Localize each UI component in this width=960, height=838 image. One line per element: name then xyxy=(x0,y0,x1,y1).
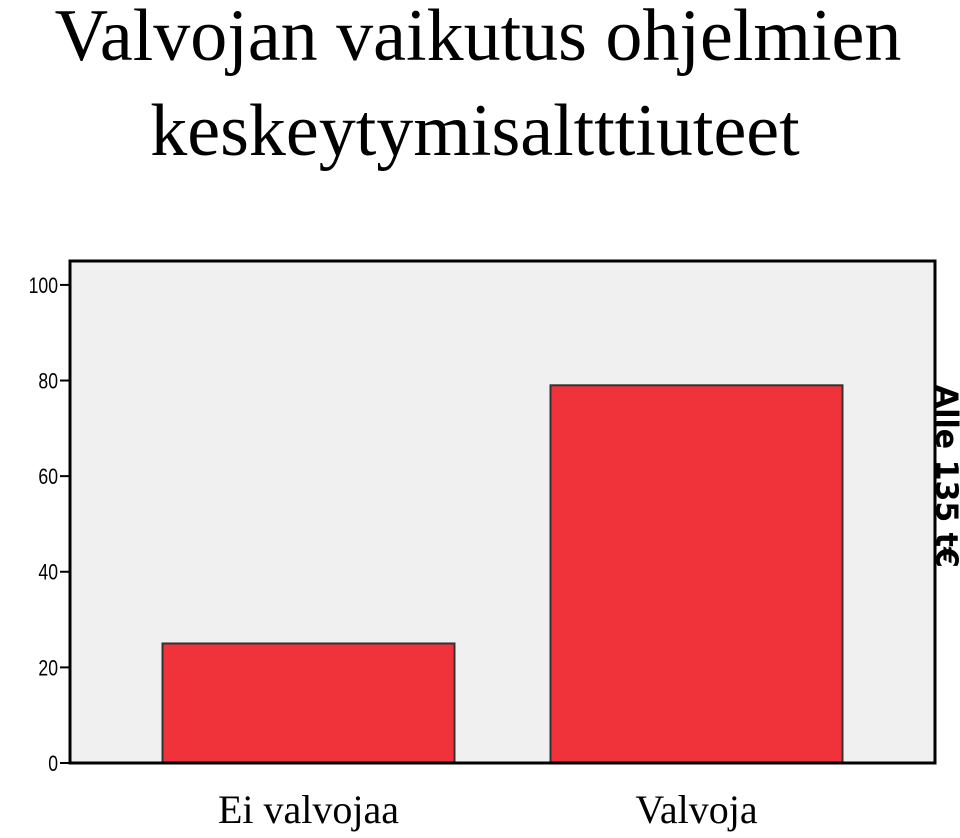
y-tick-label: 0 xyxy=(48,752,58,776)
y-tick-label: 60 xyxy=(38,465,58,489)
panel-label: Alle 135 t€ xyxy=(929,385,960,568)
y-tick-label: 100 xyxy=(29,274,58,298)
y-tick-label: 20 xyxy=(38,657,58,681)
x-tick-label: Valvoja xyxy=(635,787,757,832)
y-tick-label: 40 xyxy=(38,561,58,585)
chart-title: keskeytymisaltttiuteet xyxy=(150,90,800,172)
bar xyxy=(161,642,456,765)
bar xyxy=(549,384,844,764)
chart-title: Valvojan vaikutus ohjelmien xyxy=(55,0,902,77)
y-tick-label: 80 xyxy=(38,370,58,394)
x-tick-label: Ei valvojaa xyxy=(218,787,399,832)
